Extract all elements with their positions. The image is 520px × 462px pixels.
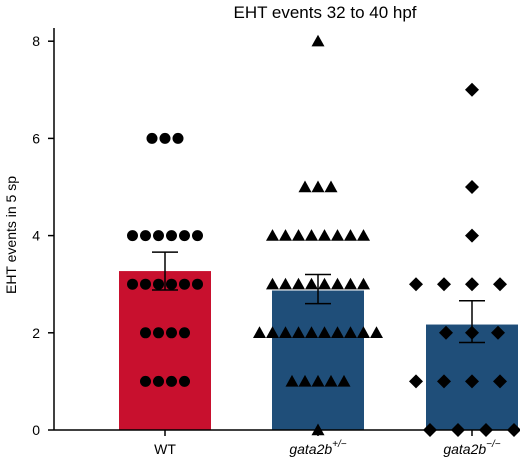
data-point-gata2b-/- — [409, 277, 423, 292]
data-point-gata2b-/- — [465, 374, 479, 389]
data-point-WT — [146, 132, 158, 144]
data-point-WT — [140, 375, 151, 387]
data-point-gata2b+/- — [266, 326, 279, 338]
data-point-gata2b-/- — [465, 277, 479, 292]
data-point-WT — [140, 230, 151, 242]
error-bars-layer — [152, 251, 485, 344]
data-point-gata2b+/- — [357, 277, 370, 290]
data-point-gata2b+/- — [266, 229, 279, 241]
data-point-gata2b+/- — [305, 277, 318, 290]
bar-WT — [119, 271, 211, 430]
data-point-gata2b+/- — [305, 229, 318, 241]
data-point-gata2b+/- — [266, 277, 279, 290]
data-point-gata2b+/- — [318, 277, 331, 290]
chart-title: EHT events 32 to 40 hpf — [233, 3, 416, 22]
bar-gata2b+/- — [272, 290, 364, 430]
y-tick-label: 6 — [32, 130, 40, 146]
data-point-gata2b+/- — [318, 229, 331, 241]
data-point-gata2b+/- — [279, 326, 292, 338]
x-tick-label-WT: WT — [154, 441, 176, 457]
data-point-WT — [140, 327, 151, 339]
data-point-gata2b+/- — [370, 326, 383, 338]
data-point-gata2b+/- — [298, 374, 312, 387]
data-point-WT — [153, 278, 164, 290]
data-point-WT — [166, 327, 177, 339]
data-point-WT — [153, 375, 164, 387]
data-point-gata2b-/- — [409, 374, 423, 389]
y-ticks-layer: 0 2 4 6 8 — [32, 33, 54, 438]
data-point-WT — [159, 132, 171, 144]
data-point-WT — [179, 327, 190, 339]
data-point-gata2b+/- — [337, 374, 351, 387]
data-point-gata2b-/- — [465, 180, 479, 194]
data-point-WT — [179, 375, 190, 387]
data-point-gata2b+/- — [344, 326, 357, 338]
y-axis-label: EHT events in 5 sp — [3, 176, 19, 294]
y-tick-label: 4 — [32, 228, 40, 244]
x-tick-label-text: gata2b — [443, 441, 486, 457]
data-point-gata2b+/- — [331, 326, 344, 338]
data-point-gata2b-/- — [439, 325, 453, 340]
data-point-WT — [192, 278, 203, 290]
data-point-WT — [172, 132, 184, 144]
data-point-gata2b+/- — [331, 277, 344, 290]
data-point-WT — [166, 375, 177, 387]
data-point-gata2b-/- — [465, 228, 479, 243]
data-point-gata2b-/- — [493, 277, 507, 292]
x-tick-label-superscript: −/− — [486, 439, 501, 450]
data-point-gata2b+/- — [298, 180, 312, 193]
x-tick-label-superscript: +/− — [332, 439, 347, 450]
data-point-WT — [153, 230, 164, 242]
data-point-gata2b+/- — [324, 374, 338, 387]
data-point-WT — [192, 230, 203, 242]
data-point-gata2b+/- — [292, 229, 305, 241]
x-tick-label-gata2b-/-: gata2b−/− — [443, 439, 500, 457]
data-point-gata2b-/- — [465, 82, 479, 97]
data-point-gata2b+/- — [357, 326, 370, 338]
y-tick-label: 0 — [32, 422, 40, 438]
data-point-WT — [166, 230, 177, 242]
x-tick-label-gata2b+/-: gata2b+/− — [289, 439, 346, 457]
data-point-gata2b+/- — [311, 180, 325, 193]
data-point-gata2b-/- — [491, 325, 505, 340]
data-point-gata2b+/- — [279, 229, 292, 241]
data-point-WT — [153, 327, 164, 339]
data-point-WT — [140, 278, 151, 290]
y-tick-label: 2 — [32, 325, 40, 341]
data-point-WT — [179, 230, 190, 242]
data-point-gata2b+/- — [305, 326, 318, 338]
data-point-gata2b+/- — [253, 326, 266, 338]
data-point-gata2b+/- — [331, 229, 344, 241]
data-point-WT — [179, 278, 190, 290]
data-point-gata2b+/- — [285, 374, 299, 387]
data-point-gata2b+/- — [318, 326, 331, 338]
data-point-gata2b+/- — [324, 180, 338, 193]
data-point-gata2b+/- — [292, 326, 305, 338]
data-point-gata2b+/- — [311, 374, 325, 387]
x-tick-label-text: WT — [154, 441, 176, 457]
data-point-gata2b+/- — [344, 277, 357, 290]
data-point-WT — [166, 278, 177, 290]
data-point-gata2b+/- — [344, 229, 357, 241]
data-point-WT — [127, 230, 138, 242]
data-point-gata2b+/- — [311, 34, 325, 47]
data-point-gata2b+/- — [292, 277, 305, 290]
data-point-gata2b-/- — [437, 277, 451, 292]
x-labels-layer: WT gata2b+/− gata2b−/− — [154, 430, 501, 457]
y-tick-label: 8 — [32, 33, 40, 49]
data-point-gata2b+/- — [279, 277, 292, 290]
data-point-gata2b-/- — [493, 374, 507, 389]
data-point-gata2b+/- — [357, 229, 370, 241]
data-point-gata2b-/- — [437, 374, 451, 389]
x-tick-label-text: gata2b — [289, 441, 332, 457]
data-point-WT — [127, 278, 138, 290]
